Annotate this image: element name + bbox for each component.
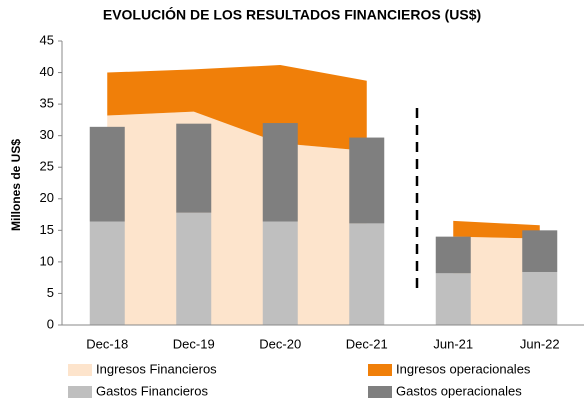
legend-swatch <box>68 364 92 376</box>
x-tick-label: Dec-19 <box>173 336 215 351</box>
y-tick-label: 25 <box>40 159 54 174</box>
x-tick-label: Dec-20 <box>259 336 301 351</box>
bar <box>176 123 212 213</box>
y-tick-label: 20 <box>40 190 54 205</box>
bar <box>435 236 471 274</box>
x-tick-label: Dec-18 <box>86 336 128 351</box>
bar <box>522 271 558 325</box>
chart-title: EVOLUCIÓN DE LOS RESULTADOS FINANCIEROS … <box>103 6 481 23</box>
y-tick-label: 40 <box>40 64 54 79</box>
x-tick-label: Jun-21 <box>433 336 473 351</box>
y-axis-label: Millones de US$ <box>9 139 23 231</box>
bar <box>349 137 385 224</box>
legend-label: Ingresos operacionales <box>396 361 531 376</box>
y-tick-label: 45 <box>40 32 54 47</box>
y-tick-label: 10 <box>40 253 54 268</box>
y-tick-label: 35 <box>40 96 54 111</box>
y-tick-label: 30 <box>40 127 54 142</box>
bar <box>349 223 385 325</box>
bar <box>89 221 125 325</box>
y-tick-label: 0 <box>47 316 54 331</box>
y-tick-label: 15 <box>40 222 54 237</box>
area <box>107 111 367 325</box>
bar <box>176 212 212 325</box>
bar <box>262 221 298 325</box>
area <box>453 220 540 239</box>
y-tick-label: 5 <box>47 285 54 300</box>
legend-label: Gastos operacionales <box>396 383 522 398</box>
legend-swatch <box>368 364 392 376</box>
legend-label: Ingresos Financieros <box>96 361 217 376</box>
x-tick-label: Dec-21 <box>346 336 388 351</box>
legend-swatch <box>68 386 92 398</box>
area <box>107 64 367 151</box>
x-tick-label: Jun-22 <box>520 336 560 351</box>
bar <box>435 273 471 325</box>
area <box>453 236 540 325</box>
bar <box>89 126 125 222</box>
bar <box>522 230 558 272</box>
bar <box>262 123 298 222</box>
legend-label: Gastos Financieros <box>96 383 208 398</box>
legend-swatch <box>368 386 392 398</box>
